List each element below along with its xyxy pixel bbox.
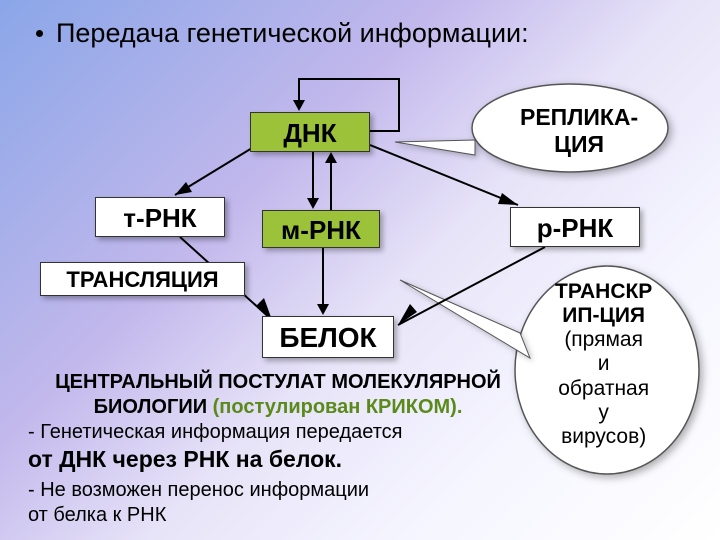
arrow-mrnk-belok <box>322 248 324 306</box>
dnk-loop-seg1 <box>370 130 400 132</box>
postulate-block: ЦЕНТРАЛЬНЫЙ ПОСТУЛАТ МОЛЕКУЛЯРНОЙ БИОЛОГ… <box>28 370 528 528</box>
dnk-loop-seg2 <box>398 78 400 132</box>
postulate-line3: - Генетическая информация передается <box>28 420 528 445</box>
node-dnk-label: ДНК <box>283 118 336 148</box>
dnk-loop-seg3 <box>298 78 400 80</box>
postulate-line4: от ДНК через РНК на белок. <box>28 445 528 474</box>
node-belok-label: БЕЛОК <box>279 322 376 353</box>
node-translation-label: ТРАНСЛЯЦИЯ <box>66 267 218 292</box>
postulate-line6: от белка к РНК <box>28 503 528 528</box>
arrow-mrnk-dnk-head <box>325 152 337 163</box>
arrow-dnk-mrnk <box>312 152 314 200</box>
postulate-line5: - Не возможен перенос информации <box>28 478 528 503</box>
arrow-mrnk-belok-head <box>317 304 329 315</box>
replication-text: РЕПЛИКА-ЦИЯ <box>520 104 638 158</box>
arrow-mrnk-dnk <box>330 162 332 210</box>
transcription-text: ТРАНСКРИП-ЦИЯ(прямаяиобратнаяувирусов) <box>555 280 652 449</box>
node-mrnk: м-РНК <box>262 210 380 248</box>
node-rrnk: р-РНК <box>510 207 640 247</box>
node-trnk: т-РНК <box>95 197 225 237</box>
postulate-line2: БИОЛОГИИ (постулирован КРИКОМ). <box>28 395 528 420</box>
node-trnk-label: т-РНК <box>123 203 196 233</box>
node-dnk: ДНК <box>250 112 370 152</box>
node-mrnk-label: м-РНК <box>281 215 361 245</box>
postulate-line1: ЦЕНТРАЛЬНЫЙ ПОСТУЛАТ МОЛЕКУЛЯРНОЙ <box>28 370 528 395</box>
node-belok: БЕЛОК <box>262 316 394 358</box>
node-rrnk-label: р-РНК <box>537 213 614 243</box>
dnk-loop-seg4 <box>298 78 300 102</box>
node-translation: ТРАНСЛЯЦИЯ <box>40 262 245 296</box>
dnk-loop-head <box>293 100 305 111</box>
arrow-dnk-mrnk-head <box>307 198 319 209</box>
